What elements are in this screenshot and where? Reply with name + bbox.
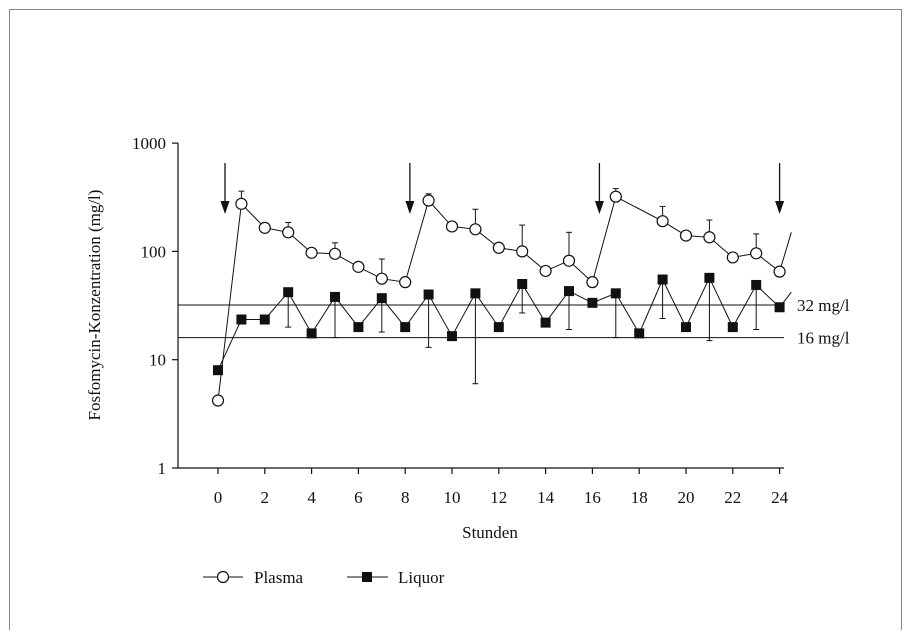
liquor-point: [704, 272, 715, 283]
liquor-point: [330, 291, 340, 302]
threshold-lines: 32 mg/l 16 mg/l: [178, 296, 850, 348]
plasma-point: [375, 272, 388, 285]
liquor-point: [727, 322, 738, 333]
liquor-point: [213, 365, 223, 376]
x-tick-label: 0: [214, 488, 223, 507]
liquor-point: [587, 297, 598, 308]
x-tick-label: 10: [444, 488, 461, 507]
plasma-point: [282, 226, 295, 239]
threshold-label: 32 mg/l: [797, 296, 850, 315]
x-tick-label: 22: [724, 488, 741, 507]
plasma-point: [305, 246, 318, 259]
plasma-line: [217, 195, 792, 401]
liquor-point: [540, 317, 551, 328]
legend-plasma-marker: [216, 570, 230, 584]
y-ticks: 1 10 100 1000: [132, 134, 178, 478]
legend-liquor-marker: [362, 572, 372, 582]
x-tick-label: 18: [631, 488, 648, 507]
plasma-point: [422, 194, 435, 207]
liquor-point: [423, 289, 434, 300]
dose-arrow-head: [775, 201, 785, 214]
liquor-point: [564, 286, 574, 297]
plasma-point: [703, 231, 716, 244]
x-tick-label: 2: [261, 488, 270, 507]
plasma-point: [516, 245, 529, 258]
liquor-point: [517, 279, 528, 290]
plasma-point: [726, 251, 739, 264]
x-ticks: 0 2 4 6 8 10 12 14 16 18 20 22 24: [214, 468, 789, 507]
liquor-point: [681, 322, 691, 333]
liquor-point: [610, 288, 621, 299]
y-tick-label: 1: [158, 459, 167, 478]
figure-border: [9, 9, 902, 635]
plasma-point: [750, 247, 763, 260]
liquor-point: [774, 302, 785, 313]
x-tick-label: 6: [354, 488, 363, 507]
plasma-point: [492, 241, 505, 254]
plasma-point: [586, 276, 599, 289]
plasma-point: [562, 254, 576, 267]
liquor-point: [236, 314, 247, 325]
liquor-point: [657, 274, 668, 285]
plasma-point: [328, 247, 342, 260]
plasma-point: [352, 260, 365, 273]
plasma-point: [539, 264, 552, 278]
y-tick-label: 10: [149, 351, 166, 370]
x-tick-label: 8: [401, 488, 410, 507]
liquor-point: [353, 322, 364, 333]
liquor-point: [634, 328, 645, 339]
plasma-point: [773, 265, 786, 278]
legend-plasma-label: Plasma: [254, 568, 304, 587]
liquor-point: [470, 288, 481, 299]
dose-arrows: [220, 163, 785, 214]
x-tick-label: 4: [307, 488, 316, 507]
plasma-point: [211, 394, 225, 407]
plasma-point: [469, 223, 482, 236]
threshold-label: 16 mg/l: [797, 329, 850, 348]
y-axis-label: Fosfomycin-Konzentration (mg/l): [85, 190, 104, 421]
plasma-point: [258, 221, 271, 234]
legend: Plasma Liquor: [203, 568, 445, 587]
plot-area: [211, 188, 792, 407]
plasma-point: [445, 220, 459, 233]
liquor-point: [283, 287, 294, 298]
y-tick-label: 1000: [132, 134, 166, 153]
y-tick-label: 100: [141, 242, 167, 261]
x-tick-label: 16: [584, 488, 601, 507]
dose-arrow-head: [594, 201, 604, 214]
plasma-point: [235, 197, 248, 210]
plasma-point: [679, 229, 693, 242]
liquor-line: [217, 276, 792, 371]
plasma-point: [656, 215, 669, 228]
liquor-point: [400, 322, 411, 333]
legend-liquor-label: Liquor: [398, 568, 445, 587]
liquor-point: [447, 331, 457, 342]
liquor-point: [493, 322, 504, 333]
dose-arrow-head: [220, 201, 230, 214]
x-tick-label: 12: [490, 488, 507, 507]
x-tick-label: 24: [771, 488, 789, 507]
liquor-point: [376, 293, 387, 304]
liquor-point: [259, 314, 270, 325]
x-tick-label: 20: [678, 488, 695, 507]
x-tick-label: 14: [537, 488, 555, 507]
liquor-point: [751, 279, 762, 290]
plasma-point: [609, 190, 622, 203]
plasma-point: [399, 276, 412, 289]
dose-arrow-head: [405, 201, 415, 214]
liquor-point: [306, 328, 317, 339]
x-axis-label: Stunden: [462, 523, 518, 542]
